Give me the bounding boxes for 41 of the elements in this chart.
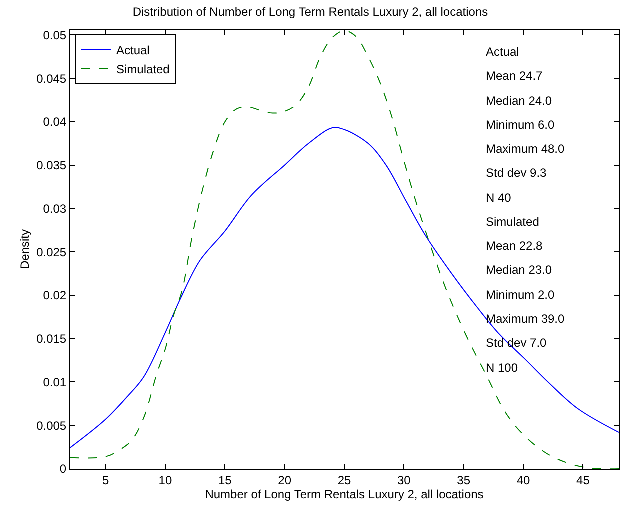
line-series [70,30,619,469]
y-tick-label: 0.02 [43,288,67,303]
x-tick-label: 25 [338,473,352,488]
annotation: Minimum 2.0 [486,288,556,302]
annotation: Mean 24.7 [486,69,544,83]
y-tick-label: 0.03 [43,202,67,216]
annotation: Simulated [486,215,540,229]
annotation: Std dev 7.0 [486,336,548,350]
y-tick-label: 0.025 [36,245,67,260]
annotation: Mean 22.8 [486,239,544,253]
y-tick-label: 0.01 [43,375,67,390]
y-tick-label: 0.035 [36,158,67,173]
line-series [70,128,619,449]
y-tick-label: 0.005 [36,418,67,433]
x-tick-label: 15 [218,473,232,488]
annotation: Std dev 9.3 [486,166,548,180]
y-tick-label: 0 [60,462,67,476]
x-tick-label: 35 [457,473,471,488]
x-tick-label: 5 [102,473,110,488]
y-tick-label: 0.045 [36,72,67,86]
annotation: N 100 [486,361,518,375]
x-tick-label: 30 [397,473,412,488]
legend-label: Simulated [116,62,170,77]
x-tick-label: 40 [516,473,531,488]
x-axis-title: Number of Long Term Rentals Luxury 2, all locations [205,487,484,502]
x-tick-label: 20 [278,473,292,488]
x-tick-label: 10 [158,473,172,488]
chart-title: Distribution of Number of Long Term Rentals Luxury 2, all locations [132,5,488,20]
y-axis-title: Density [18,229,32,270]
annotation: Median 24.0 [486,94,552,108]
annotation: Actual [486,45,520,59]
annotation: Maximum 39.0 [486,312,566,326]
x-tick-label: 45 [576,473,590,488]
y-tick-label: 0.015 [36,332,67,346]
y-tick-label: 0.04 [43,115,67,130]
annotation: Maximum 48.0 [486,142,566,156]
annotation: Minimum 6.0 [486,118,556,132]
y-tick-label: 0.05 [43,28,67,42]
annotation: Median 23.0 [486,263,552,277]
annotation: N 40 [486,191,512,205]
legend-label: Actual [116,44,150,58]
